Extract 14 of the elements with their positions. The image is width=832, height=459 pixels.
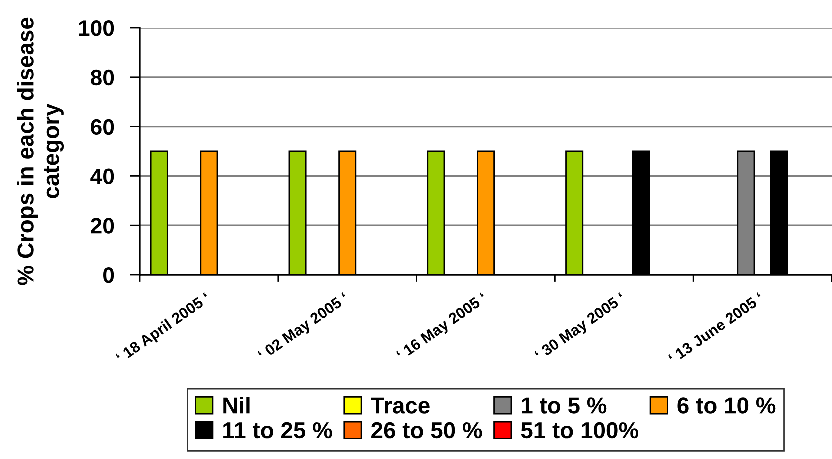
legend-label: 1 to 5 % <box>522 398 607 414</box>
y-tick-label: 100 <box>79 20 114 36</box>
legend-label: 26 to 50 % <box>372 422 482 439</box>
legend-label: 11 to 25 % <box>224 422 332 439</box>
y-axis-title: % Crops in each disease category <box>17 18 64 286</box>
y-tick-label: 20 <box>91 218 114 234</box>
y-tick-label: 60 <box>91 119 114 136</box>
y-tick-label: 40 <box>90 168 114 184</box>
y-tick-label: 0 <box>104 268 114 284</box>
y-tick-label: 80 <box>90 70 114 86</box>
legend-label: Nil <box>224 397 250 414</box>
legend-label: 51 to 100% <box>521 422 638 439</box>
legend-label: 6 to 10 % <box>678 398 776 414</box>
legend-label: Trace <box>371 398 430 414</box>
